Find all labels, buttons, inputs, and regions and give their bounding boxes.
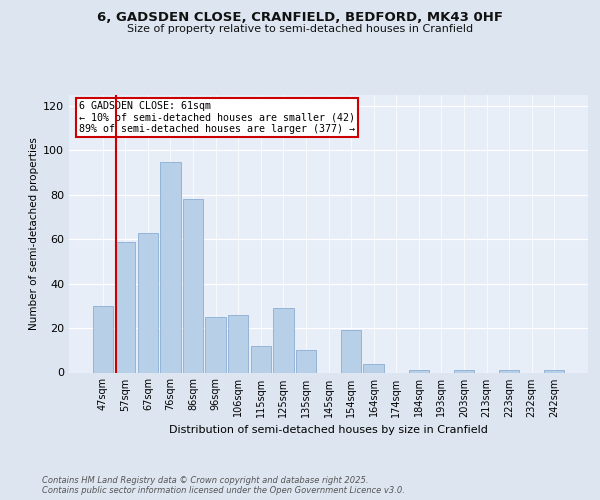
Bar xyxy=(205,317,226,372)
Bar xyxy=(273,308,293,372)
X-axis label: Distribution of semi-detached houses by size in Cranfield: Distribution of semi-detached houses by … xyxy=(169,425,488,435)
Text: Size of property relative to semi-detached houses in Cranfield: Size of property relative to semi-detach… xyxy=(127,24,473,34)
Bar xyxy=(341,330,361,372)
Y-axis label: Number of semi-detached properties: Number of semi-detached properties xyxy=(29,138,39,330)
Bar xyxy=(183,200,203,372)
Bar xyxy=(115,242,136,372)
Text: 6, GADSDEN CLOSE, CRANFIELD, BEDFORD, MK43 0HF: 6, GADSDEN CLOSE, CRANFIELD, BEDFORD, MK… xyxy=(97,11,503,24)
Bar xyxy=(92,306,113,372)
Bar xyxy=(409,370,429,372)
Text: 6 GADSDEN CLOSE: 61sqm
← 10% of semi-detached houses are smaller (42)
89% of sem: 6 GADSDEN CLOSE: 61sqm ← 10% of semi-det… xyxy=(79,100,355,134)
Bar xyxy=(228,315,248,372)
Text: Contains HM Land Registry data © Crown copyright and database right 2025.: Contains HM Land Registry data © Crown c… xyxy=(42,476,368,485)
Bar xyxy=(499,370,519,372)
Bar xyxy=(160,162,181,372)
Bar xyxy=(454,370,474,372)
Bar xyxy=(544,370,565,372)
Text: Contains public sector information licensed under the Open Government Licence v3: Contains public sector information licen… xyxy=(42,486,405,495)
Bar xyxy=(364,364,384,372)
Bar xyxy=(138,232,158,372)
Bar xyxy=(296,350,316,372)
Bar xyxy=(251,346,271,372)
